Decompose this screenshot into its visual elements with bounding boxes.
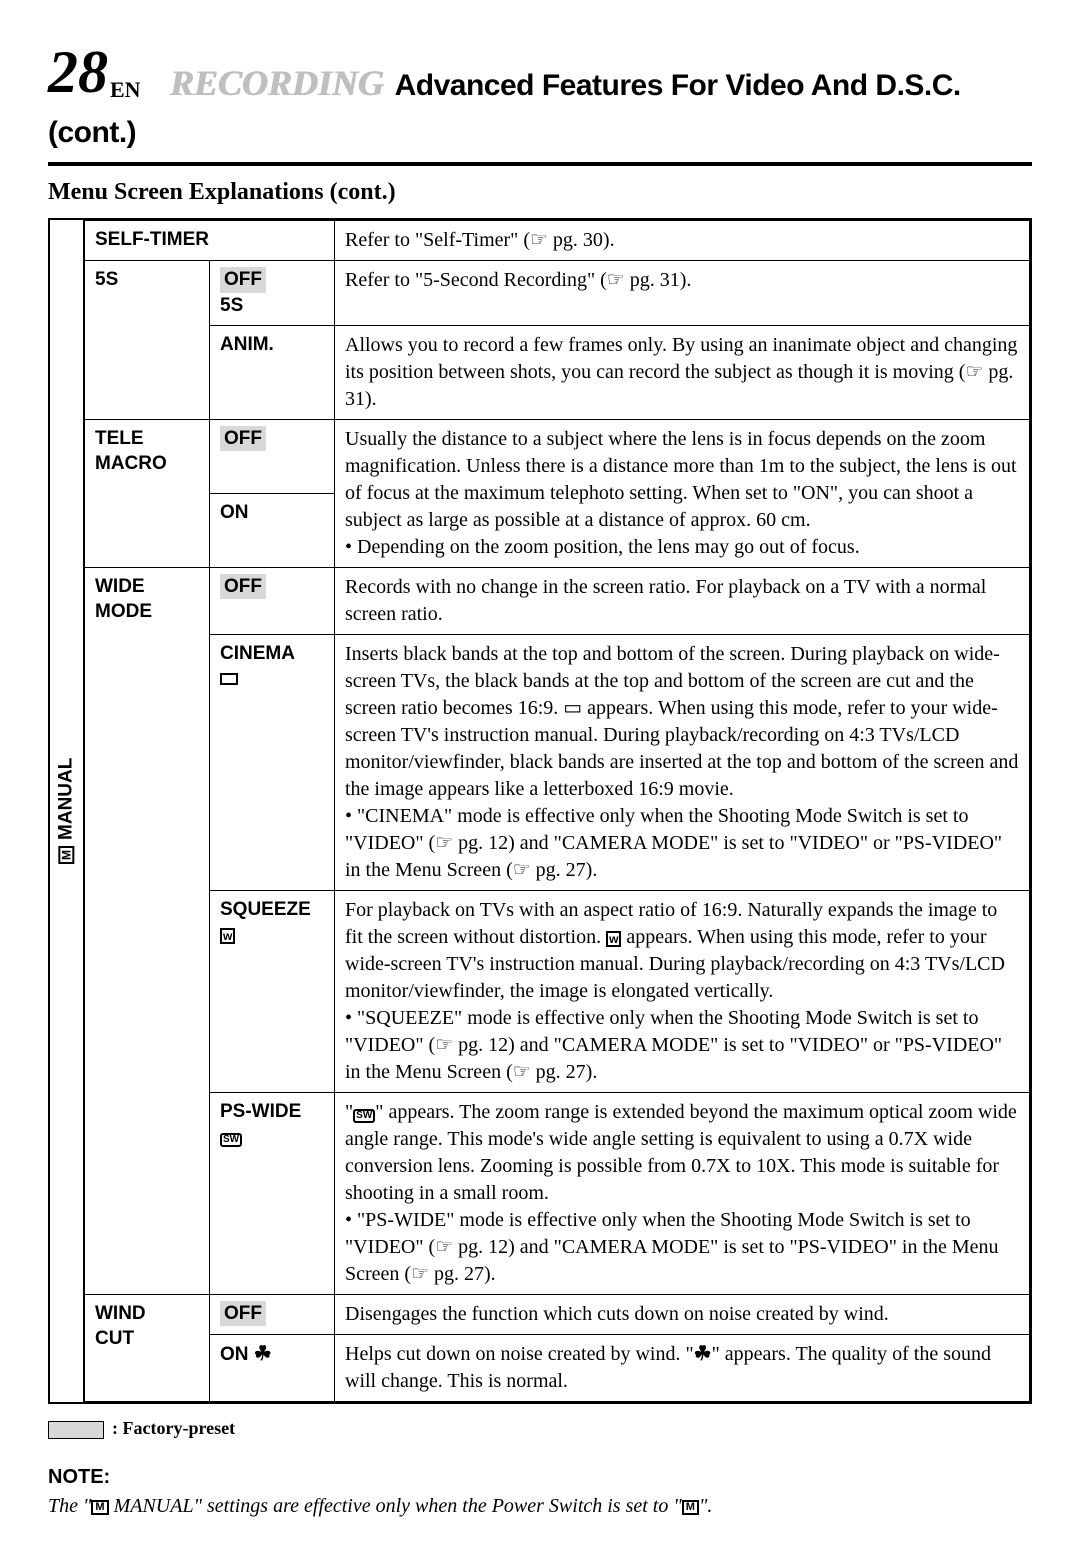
note-heading: NOTE: <box>48 1464 1032 1491</box>
row-wind-off: OFF <box>210 1294 335 1334</box>
row-wide-off-desc: Records with no change in the screen rat… <box>335 567 1030 634</box>
row-5s-anim: ANIM. <box>210 325 335 419</box>
lang-code: EN <box>110 77 141 102</box>
legend-text: : Factory-preset <box>112 1418 235 1438</box>
cinema-icon <box>220 673 238 685</box>
note-body: The "M MANUAL" settings are effective on… <box>48 1493 1032 1520</box>
settings-table: SELF-TIMER Refer to "Self-Timer" (☞ pg. … <box>84 220 1030 1401</box>
manual-table-wrap: M MANUAL SELF-TIMER Refer to "Self-Timer… <box>48 218 1032 1403</box>
row-tele-on: ON <box>210 493 335 567</box>
side-label-text: MANUAL <box>54 758 80 840</box>
row-self-timer-desc: Refer to "Self-Timer" (☞ pg. 30). <box>335 221 1030 261</box>
squeeze-icon-inline: w <box>606 931 621 947</box>
row-tele-desc: Usually the distance to a subject where … <box>335 419 1030 567</box>
row-wide-pswide: PS-WIDESW <box>210 1092 335 1294</box>
legend-swatch <box>48 1421 104 1439</box>
squeeze-icon: w <box>220 928 235 944</box>
m-icon-inline-2: M <box>682 1500 699 1515</box>
row-wind-off-desc: Disengages the function which cuts down … <box>335 1294 1030 1334</box>
row-wind-on-desc: Helps cut down on noise created by wind.… <box>335 1334 1030 1401</box>
row-wide-cinema: CINEMA <box>210 634 335 890</box>
row-wide-cinema-desc: Inserts black bands at the top and botto… <box>335 634 1030 890</box>
wind-icon-inline: ☘ <box>694 1343 712 1365</box>
pswide-icon-inline: SW <box>353 1109 375 1123</box>
row-5s-off-desc: Refer to "5-Second Recording" (☞ pg. 31)… <box>335 261 1030 325</box>
row-5s-off: OFF 5S <box>210 261 335 325</box>
row-wide-off: OFF <box>210 567 335 634</box>
row-wind-label: WINDCUT <box>85 1294 210 1401</box>
section-recording: RECORDING <box>170 63 384 103</box>
row-wide-squeeze: SQUEEZEw <box>210 890 335 1092</box>
page-subtitle: Menu Screen Explanations (cont.) <box>48 176 1032 208</box>
row-tele-label: TELEMACRO <box>85 419 210 567</box>
pswide-icon: SW <box>220 1133 242 1147</box>
m-icon-inline: M <box>91 1500 108 1515</box>
m-icon: M <box>59 846 75 864</box>
wind-icon: ☘ <box>254 1343 272 1365</box>
page-header: 28EN RECORDING Advanced Features For Vid… <box>48 32 1032 166</box>
row-wide-squeeze-desc: For playback on TVs with an aspect ratio… <box>335 890 1030 1092</box>
page-number: 28 <box>48 32 108 113</box>
side-label-column: M MANUAL <box>50 220 84 1401</box>
row-self-timer-label: SELF-TIMER <box>85 221 335 261</box>
row-wind-on: ON ☘ <box>210 1334 335 1401</box>
row-tele-off: OFF <box>210 419 335 493</box>
row-wide-label: WIDEMODE <box>85 567 210 1294</box>
row-wide-pswide-desc: "SW" appears. The zoom range is extended… <box>335 1092 1030 1294</box>
row-5s-label: 5S <box>85 261 210 419</box>
legend: : Factory-preset <box>48 1416 1032 1440</box>
row-5s-anim-desc: Allows you to record a few frames only. … <box>335 325 1030 419</box>
